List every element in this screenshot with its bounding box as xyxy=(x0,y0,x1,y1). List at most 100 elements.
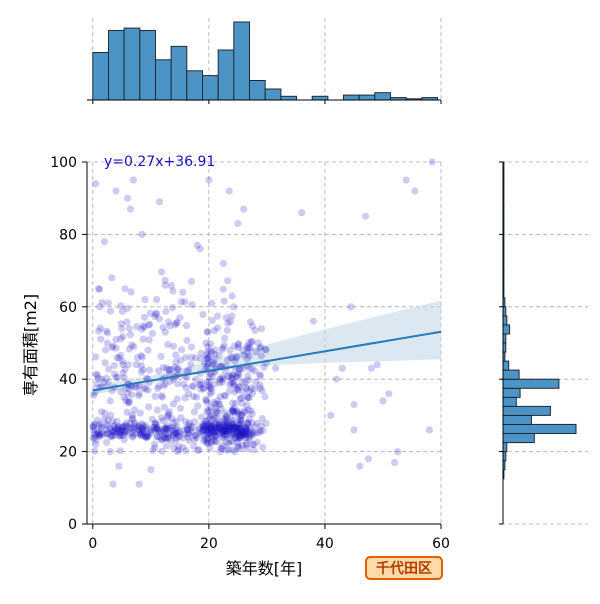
scatter-point xyxy=(90,434,98,442)
scatter-point xyxy=(108,274,116,282)
scatter-point xyxy=(169,342,177,350)
scatter-point xyxy=(208,316,216,325)
scatter-point xyxy=(356,462,364,470)
scatter-point xyxy=(115,425,123,433)
scatter-point xyxy=(217,405,225,413)
scatter-point xyxy=(233,385,241,393)
scatter-point xyxy=(131,383,139,391)
scatter-point xyxy=(202,425,211,433)
scatter-point xyxy=(125,397,133,405)
scatter-point xyxy=(152,420,160,428)
scatter-point xyxy=(199,426,207,434)
y-tick-label: 0 xyxy=(68,517,77,533)
scatter-point xyxy=(248,441,256,449)
scatter-point xyxy=(135,392,143,400)
scatter-point xyxy=(163,432,171,440)
scatter-point xyxy=(89,423,97,431)
scatter-point xyxy=(172,429,180,437)
scatter-point xyxy=(110,428,118,437)
scatter-point xyxy=(237,420,245,428)
scatter-point xyxy=(224,419,232,427)
scatter-point xyxy=(120,393,128,401)
scatter-point xyxy=(122,384,130,393)
scatter-point xyxy=(237,424,245,432)
scatter-point xyxy=(227,419,235,427)
scatter-point xyxy=(144,346,152,354)
scatter-point xyxy=(152,424,161,432)
scatter-point xyxy=(215,421,223,429)
scatter-point xyxy=(234,344,242,352)
scatter-point xyxy=(93,429,101,438)
top-hist-bar xyxy=(139,30,157,101)
scatter-point xyxy=(221,334,229,342)
scatter-point xyxy=(209,427,218,435)
scatter-point xyxy=(221,427,229,435)
scatter-point xyxy=(223,427,231,435)
scatter-point xyxy=(230,405,238,413)
scatter-point xyxy=(96,432,104,440)
scatter-point xyxy=(95,327,103,335)
scatter-points-layer xyxy=(89,158,436,488)
scatter-point xyxy=(114,425,122,433)
scatter-point xyxy=(161,380,169,388)
scatter-point xyxy=(227,430,235,438)
scatter-point xyxy=(112,336,120,344)
scatter-point xyxy=(157,436,165,444)
scatter-point xyxy=(210,399,218,407)
scatter-point xyxy=(152,309,161,317)
scatter-point xyxy=(233,424,241,432)
scatter-point xyxy=(229,425,237,433)
scatter-point xyxy=(222,422,230,430)
scatter-point xyxy=(242,434,250,442)
scatter-point xyxy=(209,422,217,430)
scatter-point xyxy=(103,430,111,438)
right-hist-bar xyxy=(502,387,521,398)
top-hist-bar xyxy=(170,45,188,101)
scatter-point xyxy=(225,387,233,395)
scatter-point xyxy=(186,419,194,427)
scatter-point xyxy=(232,399,240,408)
scatter-point xyxy=(220,427,228,436)
scatter-point xyxy=(205,382,213,390)
scatter-point xyxy=(223,372,232,380)
scatter-point xyxy=(199,426,207,434)
scatter-point xyxy=(234,427,242,435)
scatter-point xyxy=(155,315,163,323)
scatter-point xyxy=(233,352,241,360)
scatter-point xyxy=(218,373,226,381)
scatter-point xyxy=(96,324,104,332)
scatter-point xyxy=(232,372,241,380)
scatter-point xyxy=(184,426,192,434)
scatter-point xyxy=(223,326,231,334)
scatter-point xyxy=(234,428,242,437)
scatter-point xyxy=(228,375,236,383)
right-hist-bar xyxy=(502,396,517,407)
scatter-point xyxy=(202,396,210,404)
scatter-point xyxy=(219,259,227,267)
scatter-point xyxy=(219,285,227,293)
scatter-point xyxy=(160,382,168,390)
scatter-point xyxy=(198,379,206,387)
scatter-point xyxy=(215,351,223,359)
scatter-point xyxy=(233,423,241,431)
scatter-point xyxy=(123,304,131,312)
scatter-point xyxy=(236,428,244,436)
scatter-point xyxy=(235,424,243,433)
scatter-point xyxy=(173,319,181,327)
scatter-point xyxy=(235,383,243,391)
scatter-point xyxy=(229,423,237,431)
scatter-point xyxy=(176,356,185,364)
scatter-point xyxy=(132,423,140,431)
scatter-point xyxy=(248,338,256,346)
scatter-point xyxy=(248,322,256,330)
scatter-point xyxy=(207,424,215,432)
scatter-point xyxy=(235,434,243,442)
scatter-point xyxy=(138,353,147,361)
scatter-point xyxy=(218,378,226,386)
scatter-point xyxy=(220,391,228,400)
scatter-point xyxy=(236,431,244,439)
scatter-point xyxy=(235,371,243,379)
top-hist-bar xyxy=(202,75,219,101)
scatter-point xyxy=(125,345,133,353)
